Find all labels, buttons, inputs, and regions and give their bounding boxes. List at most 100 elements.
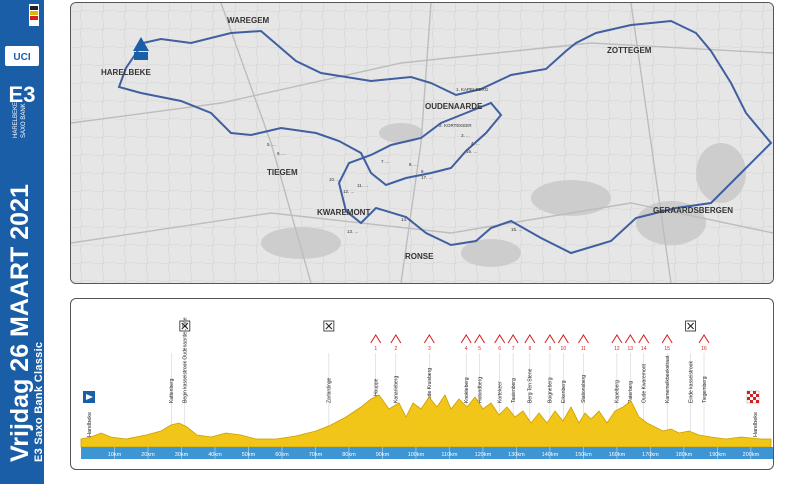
climb-number: 3: [428, 346, 431, 352]
climb-badge-icon: 13: [624, 334, 636, 352]
profile-point-name: Hotondberg: [477, 377, 483, 403]
map-climb-label: 12. ...: [343, 189, 354, 194]
profile-point-name: Karnemelkbeekstraat: [665, 355, 671, 403]
profile-point-name: Eikenberg: [561, 380, 567, 403]
climb-badge-icon: 11: [578, 334, 589, 352]
profile-point-name: La Houppe: [374, 378, 380, 403]
profile-point-name: Begin kasseistrook Oudenaarde - Eine: [183, 317, 189, 403]
route-map[interactable]: WAREGEM HARELBEKE ZOTTEGEM OUDENAARDE TI…: [70, 2, 774, 284]
climb-badge-icon: 4: [460, 334, 472, 352]
route-line: [117, 19, 773, 255]
profile-point-name: Paterberg: [628, 381, 634, 403]
map-climb-label: 4. ...: [471, 141, 480, 146]
profile-point-name: Zarlardinge: [327, 377, 333, 403]
map-climb-label: 15. ...: [511, 227, 522, 232]
town-ronse: RONSE: [405, 252, 434, 261]
map-climb-label: 9. ...: [421, 169, 430, 174]
sidebar: UCI E3 HARELBEKE SAXO BANK Vrijdag 26 MA…: [0, 0, 45, 484]
climb-number: 15: [664, 346, 670, 352]
distance-tick-label: 70km: [309, 452, 323, 458]
distance-ticks: 10km 20km 30km 40km 50km 60km 70km 80km 90km 100k…: [108, 447, 760, 459]
profile-point-name: Tiegemberg: [702, 376, 708, 403]
distance-tick-label: 170km: [642, 452, 659, 458]
climb-badge-icon: 5: [474, 334, 486, 352]
distance-tick-label: 110km: [441, 452, 458, 458]
climb-number: 14: [641, 346, 647, 352]
climb-number: 10: [561, 346, 567, 352]
profile-point-name: Kattenberg: [169, 378, 175, 403]
profile-point-name: Oude Kwaremont: [642, 363, 648, 403]
start-label: Harelbeke: [87, 412, 93, 437]
map-climb-label: 6. ...: [277, 151, 286, 156]
climb-number: 16: [701, 346, 707, 352]
climb-badge-icon: 16: [698, 334, 710, 352]
race-name: E3 Saxo Bank Classic: [33, 341, 45, 462]
race-date: Vrijdag 26 MAART 2021: [6, 184, 34, 462]
profile-point-name: Knokteberg: [464, 377, 470, 403]
map-climb-label: 7. ...: [381, 159, 390, 164]
map-climb-label: 14. ...: [401, 217, 412, 222]
climb-badge-icon: 9: [544, 334, 556, 352]
town-waregem: WAREGEM: [227, 16, 270, 25]
distance-tick-label: 30km: [175, 452, 189, 458]
distance-tick-label: 150km: [575, 452, 592, 458]
climb-number: 8: [528, 346, 531, 352]
town-geraardsbergen: GERAARDSBERGEN: [653, 206, 733, 215]
climb-number: 5: [478, 346, 481, 352]
town-zottegem: ZOTTEGEM: [607, 46, 652, 55]
climb-number: 6: [498, 346, 501, 352]
climb-number: 2: [394, 346, 397, 352]
map-climb-label: 16. ...: [466, 149, 477, 154]
climb-number: 9: [549, 346, 552, 352]
climb-number: 13: [628, 346, 634, 352]
profile-point-name: Kortekeer: [497, 381, 503, 403]
profile-point-name: Einde kasseistrook: [688, 361, 694, 403]
map-climb-label: 2. KORTEKEER: [439, 123, 472, 128]
profile-point-name: Oude Kruisberg: [427, 368, 433, 403]
climb-badge-icon: 7: [507, 334, 519, 352]
finish-flag-icon: [746, 390, 760, 404]
climb-number: 4: [465, 346, 468, 352]
town-oudenaarde: OUDENAARDE: [425, 102, 483, 111]
climb-number: 11: [581, 346, 586, 352]
distance-tick-label: 120km: [475, 452, 492, 458]
sprint-cobble-icon: [323, 320, 335, 332]
climb-badge-icon: 8: [524, 334, 536, 352]
profile-point-name: Boigneberg: [548, 377, 554, 403]
map-climb-label: 10. ...: [329, 177, 340, 182]
distance-tick-label: 60km: [275, 452, 289, 458]
sprint-cobble-icon: [685, 320, 697, 332]
distance-tick-label: 200km: [743, 452, 760, 458]
profile-point-name: Taaienberg: [511, 378, 517, 403]
elevation-area: [80, 394, 772, 448]
town-harelbeke: HARELBEKE: [101, 68, 151, 77]
profile-point-name: Stationsberg: [581, 375, 587, 403]
climb-number: 1: [374, 346, 377, 352]
distance-tick-label: 130km: [508, 452, 525, 458]
town-tiegem: TIEGEM: [267, 168, 298, 177]
map-climb-label: 8. ...: [409, 162, 418, 167]
sprint-cobble-icon: [179, 320, 191, 332]
profile-point-name: Berg Ten Stene: [528, 368, 534, 403]
logo-saxo: SAXO BANK: [21, 103, 27, 138]
climb-badge-icon: 2: [390, 334, 402, 352]
climb-badge-icon: 6: [494, 334, 506, 352]
map-climb-label: 5. ...: [267, 142, 276, 147]
map-climb-label: 17. ...: [421, 175, 432, 180]
distance-bar: [81, 447, 773, 459]
distance-tick-label: 40km: [208, 452, 222, 458]
finish-label: Harelbeke: [753, 412, 759, 437]
distance-tick-label: 180km: [676, 452, 693, 458]
start-marker-icon[interactable]: [133, 37, 149, 60]
logo-harelbeke: HARELBEKE: [13, 102, 19, 138]
profile-point-name: Kapelberg: [615, 380, 621, 403]
map-climb-label: 1. KAPELBERG: [456, 87, 489, 92]
climb-badge-icon: 1: [370, 334, 382, 352]
uci-badge: [5, 46, 39, 66]
map-climb-label: 11. ...: [357, 183, 368, 188]
climb-badge-icon: 14: [638, 334, 650, 352]
distance-tick-label: 90km: [376, 452, 390, 458]
climb-badge-icon: 15: [661, 334, 673, 352]
svg-text:UCI: UCI: [13, 52, 30, 63]
town-kwaremont: KWAREMONT: [317, 208, 370, 217]
